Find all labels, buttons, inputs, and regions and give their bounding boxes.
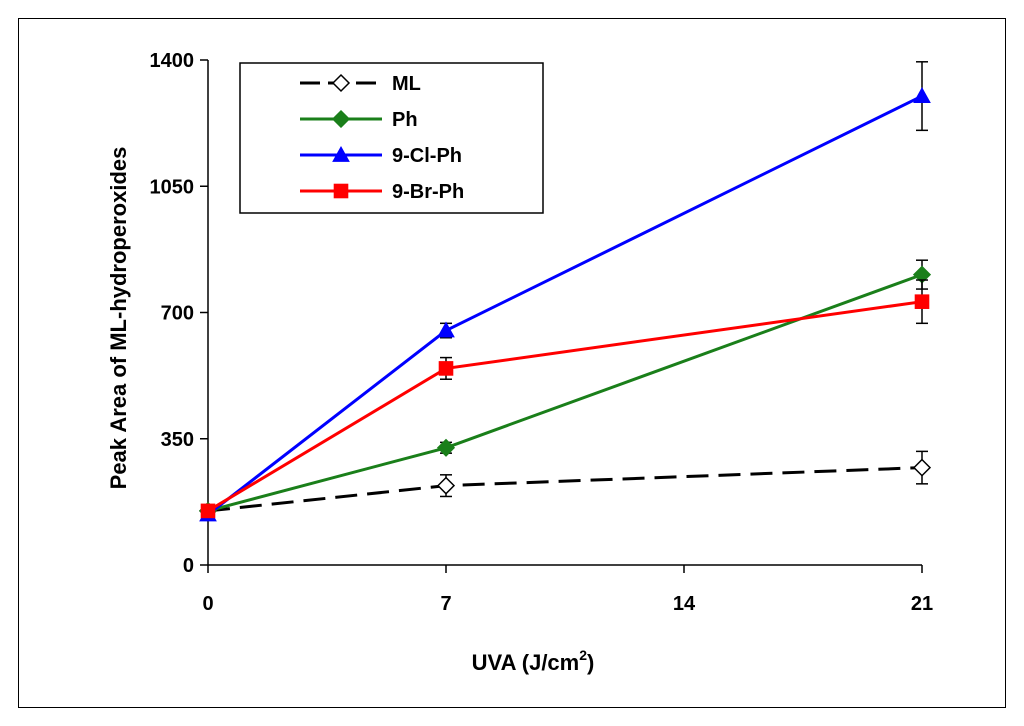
data-point [333,183,349,199]
series-line [207,466,923,513]
axes: 0 350 700 1050 1400 0 7 14 21 [150,50,934,615]
data-point [200,503,216,519]
y-axis-title: Peak Area of ML-hydroperoxides [106,147,131,490]
series-line [207,273,923,513]
series-layer [198,61,932,522]
legend-label: Ph [392,109,418,131]
chart-frame [18,18,1006,708]
series-line [207,300,923,513]
y-tick-label: 700 [161,303,194,325]
x-tick-label: 0 [202,593,213,615]
data-point [332,145,350,162]
legend: ML Ph 9-Cl-Ph 9-Br-Ph [239,62,544,214]
y-tick-label: 0 [183,555,194,577]
legend-label: 9-Br-Ph [392,181,464,203]
x-axis-title-superscript: 2 [579,647,587,663]
legend-label: 9-Cl-Ph [392,145,462,167]
y-tick-label: 1050 [150,176,195,198]
legend-label: ML [392,73,421,95]
data-point [436,476,456,495]
y-tick-label: 350 [161,429,194,451]
x-axis-title-main: UVA (J/cm [472,650,580,675]
x-tick-label: 7 [440,593,451,615]
y-tick-label: 1400 [150,50,195,72]
data-point [331,73,351,93]
x-tick-label: 14 [673,593,696,615]
data-point [914,294,930,309]
data-point [912,458,932,477]
data-point [436,438,456,457]
data-point [331,109,351,129]
series-ph [198,259,932,520]
series-9-br-ph [200,279,930,519]
data-point [913,87,931,103]
data-point [437,321,455,338]
data-point [438,361,454,376]
legend-box [239,62,544,214]
x-axis-title-close: ) [587,650,594,675]
x-axis-title: UVA (J/cm2) [472,647,595,675]
x-tick-label: 21 [911,593,933,615]
